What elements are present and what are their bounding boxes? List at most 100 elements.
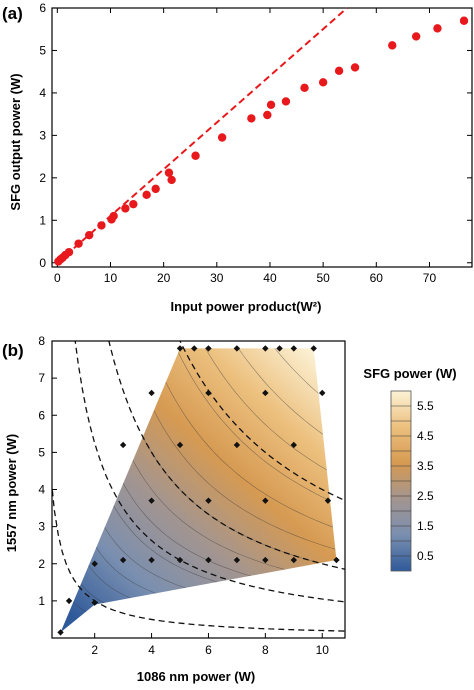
panel-b-measurement-point <box>91 599 98 606</box>
panel-b-measurement-point <box>176 556 184 564</box>
panel-b-measurement-point <box>262 389 269 397</box>
panel-b-measurement-point <box>191 345 198 352</box>
panel-b-xtick-label: 2 <box>91 643 98 657</box>
panel-b-measurement-point <box>205 389 212 397</box>
panel-b-ytick-label: 6 <box>38 408 45 422</box>
panel-b-measurement-point <box>333 556 340 564</box>
panel-a-data-point <box>433 24 442 33</box>
panel-a-xtick-label: 0 <box>54 271 61 285</box>
panel-a-xlabel: Input power product(W²) <box>171 299 322 314</box>
panel-a-frame <box>51 7 473 268</box>
panel-b-measurement-point <box>176 345 184 352</box>
colorbar-tick-label: 1.5 <box>417 519 434 533</box>
panel-b-measurement-point <box>148 556 155 564</box>
panel-a-ytick-label: 5 <box>39 43 46 57</box>
panel-b-measurement-point <box>276 345 283 352</box>
panel-b-measurement-point <box>148 389 155 397</box>
panel-a-data-point <box>388 41 397 50</box>
panel-a-data-point <box>121 204 130 213</box>
panel-b-contour-line <box>60 348 337 536</box>
panel-a-data-point <box>142 190 151 200</box>
panel-b-xtick-label: 4 <box>148 643 155 657</box>
panel-b-ytick-label: 4 <box>38 483 45 497</box>
panel-a-data-point <box>109 211 118 221</box>
panel-a-xtick-label: 30 <box>210 271 224 285</box>
panel-b-measurement-point <box>119 441 127 449</box>
panel-a-data-point <box>74 239 83 248</box>
panel-b-ytick-label: 1 <box>38 594 45 608</box>
panel-b-dashed-curve <box>74 341 345 603</box>
panel-a-xtick-label: 20 <box>157 271 171 285</box>
panel-b-measurement-point <box>262 345 269 352</box>
panel-b-measurement-point <box>65 597 73 605</box>
panel-a-ytick-label: 1 <box>39 213 46 227</box>
panel-a-data-point <box>167 175 176 185</box>
panel-a-xtick-label: 50 <box>316 271 330 285</box>
panel-b-dashed-curve <box>52 479 345 632</box>
panel-a-data-point <box>191 151 200 160</box>
panel-b-measurement-point <box>233 345 241 352</box>
colorbar-tick-label: 3.5 <box>417 459 434 473</box>
colorbar-tick-label: 4.5 <box>417 429 434 443</box>
panel-b-xtick-label: 6 <box>205 643 212 657</box>
panel-b-xtick-label: 8 <box>262 643 269 657</box>
panel-b-dashed-curves <box>52 341 345 632</box>
panel-a-data-point <box>459 16 469 25</box>
panel-b-measurement-point <box>57 629 64 636</box>
panel-a-data-point <box>129 199 138 209</box>
panel-a-ylabel: SFG output power (W) <box>8 73 23 210</box>
panel-a-data-point <box>281 97 291 106</box>
panel-a-data-point <box>85 230 94 240</box>
panel-b-measurement-point <box>290 556 297 564</box>
panel-a-fit-line <box>56 7 348 264</box>
panel-a-label: (a) <box>2 4 23 23</box>
panel-b-xlabel: 1086 nm power (W) <box>137 669 255 684</box>
panel-a-ytick-label: 4 <box>39 86 46 100</box>
panel-a-xtick-label: 60 <box>370 271 384 285</box>
panel-a-data-point <box>350 63 360 72</box>
colorbar: 0.5 1.5 2.5 3.5 4.5 5.5 <box>390 390 434 572</box>
panel-a-data-point <box>334 66 344 76</box>
panel-b-ytick-label: 3 <box>38 520 45 534</box>
panel-a-ytick-label: 2 <box>39 171 46 185</box>
panel-b-ytick-label: 5 <box>38 445 45 459</box>
panel-b-measurement-point <box>319 389 326 397</box>
panel-b-measurement-point <box>205 497 212 504</box>
panel-a-data-point <box>151 184 160 194</box>
panel-b-measurement-point <box>290 345 297 352</box>
panel-b-contour-line <box>60 348 337 513</box>
panel-a-data-point <box>64 247 74 257</box>
panel-a-data-point <box>300 83 309 93</box>
panel-b-contour-line <box>60 348 337 556</box>
panel-a-data-point <box>263 110 272 120</box>
panel-b-label: (b) <box>2 341 24 360</box>
colorbar-tick-label: 2.5 <box>417 489 434 503</box>
colorbar-tick-label: 5.5 <box>417 399 434 413</box>
panel-b-measurement-point <box>205 345 212 352</box>
panel-b-contour-line <box>60 348 337 423</box>
panel-a-ytick-label: 6 <box>39 1 46 15</box>
panel-a-xtick-label: 70 <box>423 271 437 285</box>
panel-b-measurement-point <box>262 497 269 504</box>
panel-b-ytick-label: 7 <box>38 371 45 385</box>
panel-a-data-point <box>217 133 227 142</box>
panel-b-measurement-point <box>176 441 184 449</box>
colorbar-title: SFG power (W) <box>363 366 456 381</box>
panel-b-measurement-point <box>91 560 98 567</box>
panel-b-measurement-point <box>233 441 241 449</box>
panel-a-xtick-label: 40 <box>263 271 277 285</box>
panel-a-data-point <box>318 78 328 87</box>
panel-b-contour-line <box>60 348 337 456</box>
panel-a-data-point <box>97 221 106 230</box>
panel-b-contour-line <box>60 348 337 486</box>
colorbar-tick-label: 0.5 <box>417 549 434 563</box>
panel-b-measurement-point <box>310 345 317 352</box>
panel-b-measurement-point <box>233 556 241 564</box>
panel-a-data-point <box>266 100 276 110</box>
panel-a-data-point <box>247 114 256 123</box>
panel-b-measurement-point <box>290 441 297 449</box>
panel-a-ytick-label: 0 <box>39 256 46 270</box>
panel-b-measurement-point <box>119 556 127 564</box>
